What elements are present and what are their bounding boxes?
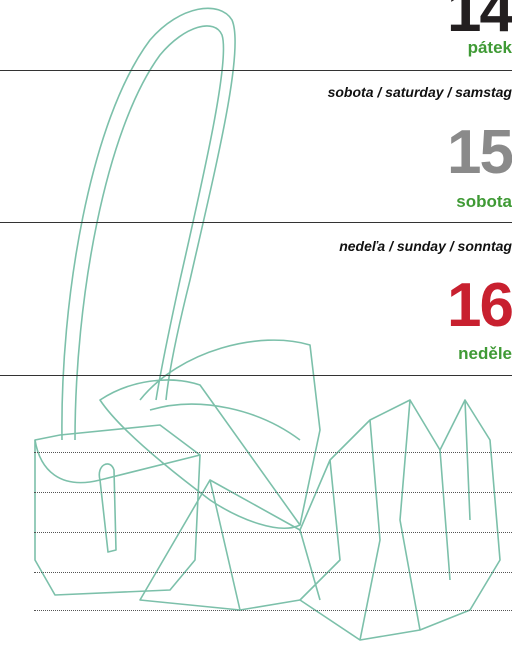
buckle — [99, 464, 116, 552]
hat-crown — [140, 340, 320, 525]
writing-line — [34, 610, 512, 611]
divider — [0, 375, 512, 376]
day-name: sobota — [456, 192, 512, 212]
calendar-page: 14 pátek sobota / saturday / samstag 15 … — [0, 0, 512, 653]
day-header: nedeľa / sunday / sonntag — [339, 238, 512, 254]
divider — [0, 70, 512, 71]
day-header: sobota / saturday / samstag — [328, 84, 512, 100]
day-number: 16 — [447, 275, 512, 337]
day-number: 14 — [447, 0, 512, 42]
writing-line — [34, 452, 512, 453]
divider — [0, 222, 512, 223]
writing-line — [34, 572, 512, 573]
bag-flap — [35, 440, 200, 483]
day-name: pátek — [468, 38, 512, 58]
bag — [35, 425, 200, 595]
day-name: neděle — [458, 344, 512, 364]
writing-line — [34, 492, 512, 493]
day-number: 15 — [447, 122, 512, 184]
writing-line — [34, 532, 512, 533]
